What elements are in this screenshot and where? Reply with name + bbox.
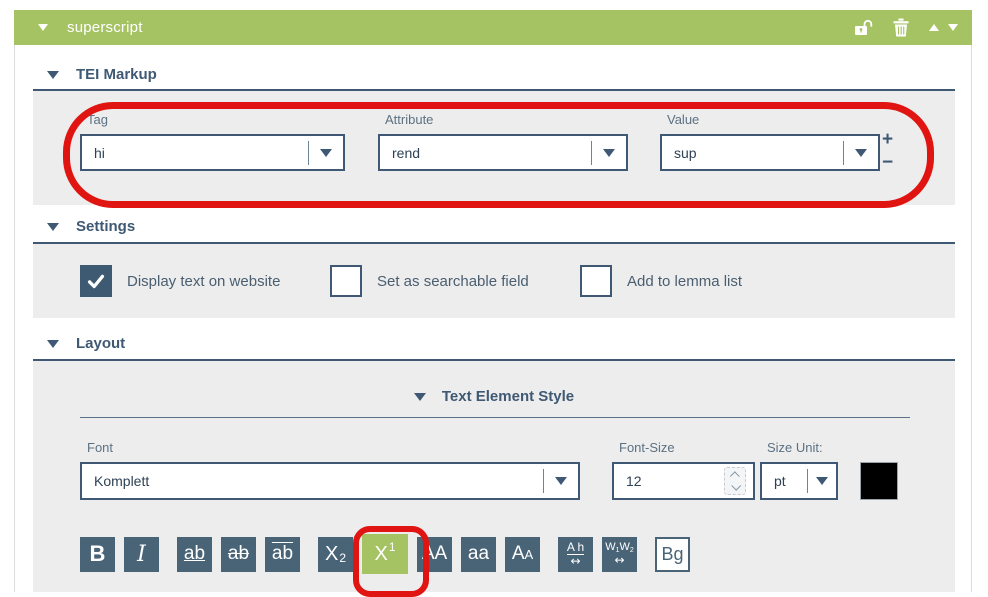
left-right-arrow-icon: ↔ — [614, 553, 625, 567]
tei-markup-section-header: TEI Markup — [47, 66, 157, 83]
tag-field: Tag hi — [80, 112, 345, 171]
attribute-row-controls: + − — [882, 129, 894, 173]
divider — [543, 469, 544, 493]
lowercase-button[interactable]: aa — [461, 536, 496, 572]
tei-collapse-icon[interactable] — [47, 70, 59, 79]
size-unit-label: Size Unit: — [767, 440, 823, 455]
display-text-label: Display text on website — [127, 272, 281, 290]
move-down-icon[interactable] — [948, 24, 958, 31]
letter-spacing-button[interactable]: A h ↔ — [558, 536, 593, 572]
add-attribute-button[interactable]: + — [882, 129, 894, 150]
left-right-arrow-icon: ↔ — [570, 553, 581, 568]
text-color-swatch[interactable] — [860, 462, 898, 500]
font-size-value: 12 — [626, 473, 642, 489]
unlock-icon[interactable] — [854, 19, 873, 36]
underline-button[interactable]: ab — [177, 536, 212, 572]
size-unit-field: Size Unit: pt — [760, 440, 838, 500]
attribute-select[interactable]: rend — [378, 134, 628, 171]
display-text-option: Display text on website — [80, 265, 280, 297]
layout-collapse-icon[interactable] — [47, 339, 59, 348]
tei-section-title: TEI Markup — [76, 66, 157, 83]
tag-select[interactable]: hi — [80, 134, 345, 171]
lemma-list-label: Add to lemma list — [627, 272, 743, 290]
settings-collapse-icon[interactable] — [47, 222, 59, 231]
text-element-style-collapse-icon[interactable] — [413, 392, 426, 401]
chevron-down-icon[interactable] — [544, 477, 578, 485]
divider — [308, 140, 309, 165]
panel-collapse-icon[interactable] — [38, 24, 48, 31]
font-size-field: Font-Size 12 — [612, 440, 755, 500]
strikethrough-button[interactable]: ab — [221, 536, 256, 572]
settings-section-rule — [33, 242, 955, 244]
size-unit-value: pt — [774, 473, 786, 489]
divider — [807, 469, 808, 493]
searchable-field-option: Set as searchable field — [330, 265, 529, 297]
panel-title: superscript — [67, 19, 143, 36]
font-value: Komplett — [94, 473, 150, 489]
searchable-field-checkbox[interactable] — [330, 265, 362, 297]
attribute-field: Attribute rend — [378, 112, 628, 171]
divider — [591, 140, 592, 165]
panel-header: superscript — [14, 10, 972, 45]
attribute-value: rend — [392, 144, 421, 161]
remove-attribute-button[interactable]: − — [882, 152, 894, 173]
value-select[interactable]: sup — [660, 134, 880, 171]
layout-section-title: Layout — [76, 335, 126, 352]
tei-fields-row: Tag hi Attribute rend Value sup — [33, 91, 955, 208]
text-element-style-rule — [80, 417, 910, 418]
font-size-stepper[interactable] — [724, 467, 746, 495]
attribute-label: Attribute — [385, 112, 434, 127]
layout-row: Text Element Style Font Komplett Font-Si… — [33, 361, 955, 597]
text-element-style-header: Text Element Style — [33, 388, 955, 405]
display-text-checkbox[interactable] — [80, 265, 112, 297]
uppercase-button[interactable]: AA — [417, 536, 452, 572]
overline-button[interactable]: ab — [265, 536, 300, 572]
text-element-style-title: Text Element Style — [441, 388, 575, 405]
move-up-icon[interactable] — [929, 24, 939, 31]
font-label: Font — [87, 440, 114, 455]
font-size-label: Font-Size — [619, 440, 675, 455]
settings-row: Display text on website Set as searchabl… — [33, 244, 955, 318]
value-field: Value sup — [660, 112, 880, 171]
font-select[interactable]: Komplett — [80, 462, 580, 500]
chevron-down-icon[interactable] — [808, 477, 836, 485]
chevron-down-icon[interactable] — [844, 148, 878, 157]
background-color-button[interactable]: Bg — [655, 536, 690, 572]
lemma-list-checkbox[interactable] — [580, 265, 612, 297]
searchable-field-label: Set as searchable field — [377, 272, 529, 290]
panel-header-actions — [854, 10, 958, 45]
divider — [843, 140, 844, 165]
layout-section-header: Layout — [47, 335, 125, 352]
stepper-up-icon[interactable] — [729, 471, 740, 482]
stepper-down-icon[interactable] — [730, 480, 741, 491]
italic-button[interactable]: I — [124, 536, 159, 572]
tag-label: Tag — [87, 112, 108, 127]
settings-section-header: Settings — [47, 218, 135, 235]
value-label: Value — [667, 112, 700, 127]
settings-section-title: Settings — [76, 218, 136, 235]
tag-value: hi — [94, 144, 105, 161]
font-field: Font Komplett — [80, 440, 580, 500]
bold-button[interactable]: B — [80, 536, 115, 572]
size-unit-select[interactable]: pt — [760, 462, 838, 500]
layout-section-rule — [33, 359, 955, 361]
value-value: sup — [674, 144, 697, 161]
chevron-down-icon[interactable] — [309, 148, 343, 157]
lemma-list-option: Add to lemma list — [580, 265, 742, 297]
tei-section-rule — [33, 89, 955, 91]
trash-icon[interactable] — [892, 18, 910, 37]
chevron-down-icon[interactable] — [592, 148, 626, 157]
font-size-input[interactable]: 12 — [612, 462, 755, 500]
